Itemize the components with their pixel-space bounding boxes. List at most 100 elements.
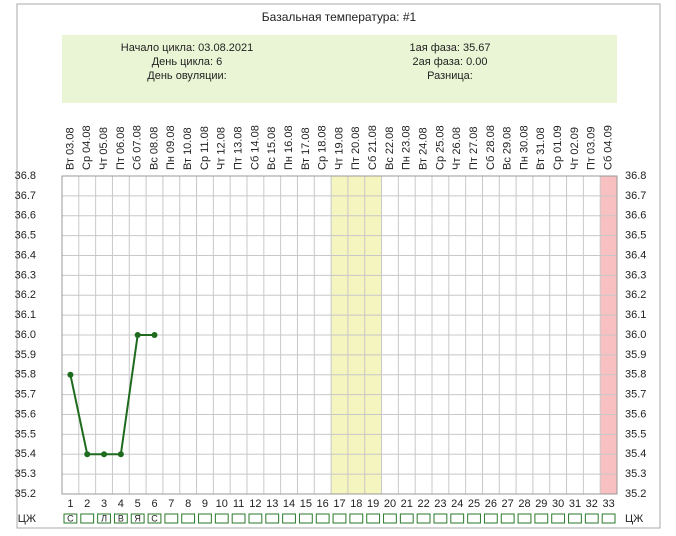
date-label: Пт 13.08 <box>232 126 244 170</box>
date-label: Сб 14.08 <box>249 125 261 170</box>
date-label: Сб 07.08 <box>132 125 144 170</box>
x-tick-label: 2 <box>84 498 90 510</box>
row-mark: Л <box>101 513 107 523</box>
y-tick-label: 36.0 <box>15 329 36 341</box>
row-mark: Я <box>134 513 141 523</box>
y-tick-label: 35.7 <box>625 389 646 401</box>
row-box <box>601 513 616 524</box>
row-box <box>534 513 549 524</box>
date-label: Ср 04.08 <box>81 125 93 170</box>
data-point <box>134 332 141 338</box>
row-box <box>483 513 498 524</box>
row-box <box>450 513 465 524</box>
y-tick-label: 35.2 <box>15 488 36 500</box>
date-label: Вс 15.08 <box>266 127 278 170</box>
x-tick-label: 30 <box>552 498 564 510</box>
row-box <box>349 513 364 524</box>
date-label: Ср 25.08 <box>434 125 446 170</box>
y-tick-label: 36.1 <box>15 309 36 321</box>
date-label: Вт 03.08 <box>64 127 76 170</box>
row-mark: С <box>151 513 158 523</box>
y-tick-label: 36.6 <box>625 210 646 222</box>
x-tick-label: 22 <box>417 498 429 510</box>
date-label: Ср 18.08 <box>317 125 329 170</box>
date-label: Вс 29.08 <box>502 127 514 170</box>
row-box <box>80 513 95 524</box>
data-point <box>84 451 91 458</box>
x-tick-label: 7 <box>168 498 174 510</box>
x-tick-label: 20 <box>384 498 396 510</box>
x-tick-label: 26 <box>485 498 497 510</box>
row-box <box>568 513 582 524</box>
row-box <box>467 513 481 524</box>
x-tick-label: 31 <box>569 498 581 510</box>
x-tick-label: 9 <box>202 498 208 510</box>
row-box <box>214 513 229 524</box>
row-box <box>517 513 532 524</box>
date-label: Вт 10.08 <box>182 127 194 170</box>
y-tick-label: 36.2 <box>625 289 646 301</box>
date-label: Чт 26.08 <box>451 127 463 170</box>
y-tick-label: 35.9 <box>625 349 646 361</box>
y-tick-label: 36.5 <box>15 230 36 242</box>
x-tick-label: 29 <box>535 498 547 510</box>
info-text: День цикла: 6 <box>152 56 223 68</box>
data-point <box>117 451 124 458</box>
y-tick-label: 36.4 <box>15 249 36 261</box>
row-box <box>164 513 179 524</box>
date-label: Сб 21.08 <box>367 125 379 170</box>
row-box <box>551 513 566 524</box>
row-box <box>248 513 263 524</box>
date-label: Вт 17.08 <box>300 127 312 170</box>
y-tick-label: 35.5 <box>15 428 36 440</box>
row-box <box>298 513 313 524</box>
row-box <box>181 513 196 524</box>
row-box <box>113 513 128 524</box>
y-tick-label: 35.7 <box>15 389 36 401</box>
x-tick-label: 21 <box>401 498 413 510</box>
x-tick-label: 25 <box>468 498 480 510</box>
row-box <box>500 513 515 524</box>
x-tick-label: 4 <box>118 498 124 510</box>
row-label: ЦЖ <box>18 513 36 525</box>
x-tick-label: 11 <box>233 498 244 510</box>
row-box <box>147 513 162 524</box>
y-tick-label: 35.3 <box>625 468 646 480</box>
y-tick-label: 35.9 <box>15 349 36 361</box>
date-label: Пн 16.08 <box>283 125 295 170</box>
x-tick-label: 23 <box>434 498 446 510</box>
date-label: Вс 22.08 <box>384 127 396 170</box>
y-tick-label: 36.7 <box>15 190 36 202</box>
date-label: Вт 24.08 <box>417 127 429 170</box>
date-label: Пт 27.08 <box>468 126 480 170</box>
x-tick-label: 17 <box>333 498 345 510</box>
x-tick-label: 13 <box>266 498 278 510</box>
x-tick-label: 8 <box>185 498 191 510</box>
x-tick-label: 16 <box>317 498 329 510</box>
date-label: Пт 03.09 <box>586 126 598 170</box>
x-tick-label: 3 <box>101 498 107 510</box>
x-tick-label: 24 <box>451 498 463 510</box>
x-tick-label: 18 <box>350 498 362 510</box>
row-box <box>332 513 347 524</box>
info-text: 2ая фаза: 0.00 <box>413 56 488 68</box>
chart-title: Базальная температура: #1 <box>262 10 417 24</box>
info-text: День овуляции: <box>147 70 226 82</box>
plot-border <box>61 175 618 495</box>
y-tick-label: 36.5 <box>625 230 646 242</box>
x-tick-label: 32 <box>586 498 598 510</box>
y-tick-label: 36.8 <box>625 170 646 182</box>
y-tick-label: 35.6 <box>15 408 36 420</box>
y-tick-label: 35.6 <box>625 408 646 420</box>
row-box <box>97 513 111 524</box>
data-point <box>67 371 74 378</box>
y-tick-label: 36.8 <box>15 170 36 182</box>
x-tick-label: 5 <box>135 498 141 510</box>
y-tick-label: 35.5 <box>625 428 646 440</box>
row-box <box>315 513 330 524</box>
date-label: Вт 31.08 <box>535 127 547 170</box>
row-box <box>130 513 145 524</box>
x-tick-label: 27 <box>502 498 514 510</box>
info-text: 1ая фаза: 35.67 <box>409 42 490 54</box>
